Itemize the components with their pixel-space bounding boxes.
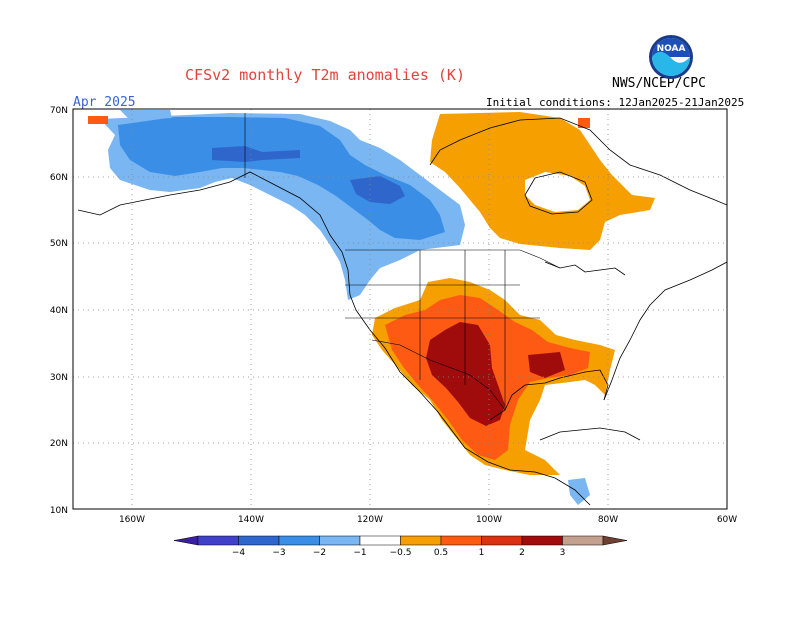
colorbar-tick-label: 2 (519, 548, 525, 558)
colorbar-tick-label: −0.5 (390, 548, 412, 558)
noaa-logo: NOAA (649, 35, 693, 79)
lat-label: 10N (50, 506, 68, 516)
warm-anomaly-core-2 (528, 352, 565, 378)
colorbar-swatch (562, 535, 604, 546)
lat-label: 30N (50, 373, 68, 383)
cold-anomaly-dark-2 (350, 176, 405, 204)
colorbar: −4 −3 −2 −1 −0.5 0.5 1 2 3 (173, 535, 628, 558)
agency-label: NWS/NCEP/CPC (612, 76, 706, 91)
map-frame (72, 108, 728, 510)
lon-label: 80W (598, 515, 618, 525)
lon-label: 140W (238, 515, 264, 525)
colorbar-tick-label: 1 (479, 548, 485, 558)
country-borders (244, 113, 561, 411)
lat-label: 20N (50, 439, 68, 449)
colorbar-tick-label: −4 (232, 548, 246, 558)
colorbar-swatch (400, 535, 442, 546)
colorbar-tick-label: −1 (353, 548, 366, 558)
cold-anomaly-dark-1 (212, 146, 300, 162)
colorbar-swatch (440, 535, 482, 546)
colorbar-swatch (521, 535, 563, 546)
hudson-bay-neutral (525, 172, 590, 212)
lon-label: 60W (717, 515, 737, 525)
colorbar-arrow-right (602, 535, 628, 546)
initial-conditions-label: Initial conditions: 12Jan2025-21Jan2025 (486, 96, 745, 109)
colorbar-swatch (278, 535, 320, 546)
lat-label: 70N (50, 106, 68, 116)
colorbar-swatch (359, 535, 401, 546)
colorbar-tick-label: −3 (272, 548, 285, 558)
colorbar-swatch (319, 535, 361, 546)
lat-label: 40N (50, 306, 68, 316)
noaa-logo-text: NOAA (657, 44, 686, 54)
lon-label: 160W (119, 515, 145, 525)
latitude-labels: 70N 60N 50N 40N 30N 20N 10N (50, 106, 68, 516)
colorbar-tick-label: 3 (560, 548, 566, 558)
gridlines (73, 109, 727, 509)
colorbar-swatch (197, 535, 239, 546)
colorbar-tick-label: 0.5 (434, 548, 448, 558)
cold-anomaly-mid (118, 117, 445, 240)
warm-anomaly-core (426, 322, 505, 426)
cold-anomaly-west-patch (120, 110, 172, 120)
valid-month-label: Apr 2025 (73, 95, 136, 110)
lon-label: 120W (357, 515, 383, 525)
lat-label: 50N (50, 239, 68, 249)
chart-title: CFSv2 monthly T2m anomalies (K) (185, 66, 465, 84)
cold-anomaly-central-america (568, 478, 590, 505)
lat-label: 60N (50, 173, 68, 183)
longitude-labels: 160W 140W 120W 100W 80W 60W (119, 515, 737, 525)
lon-label: 100W (476, 515, 502, 525)
colorbar-swatch (481, 535, 523, 546)
colorbar-arrow-left (173, 535, 199, 546)
colorbar-swatch (238, 535, 280, 546)
warm-anomaly-nw-patch (88, 116, 108, 124)
coastlines (77, 117, 727, 506)
warm-anomaly-ne-patch (578, 118, 590, 128)
colorbar-tick-label: −2 (313, 548, 326, 558)
